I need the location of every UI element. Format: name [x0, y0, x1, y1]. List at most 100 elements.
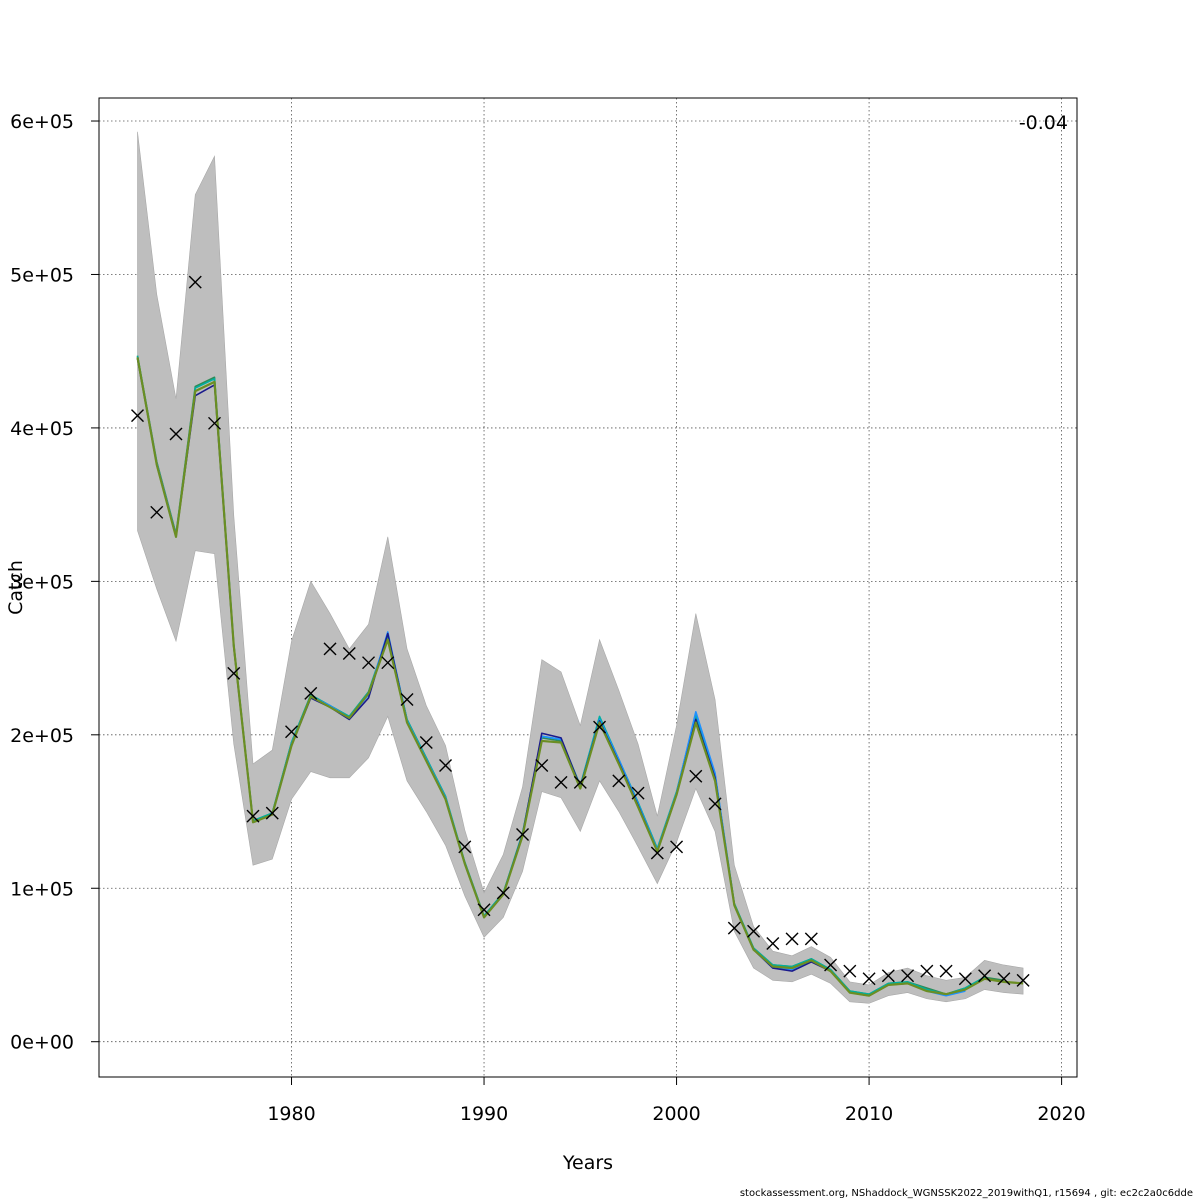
- observed-mark-stroke: [150, 505, 164, 519]
- observed-point: [304, 686, 318, 700]
- observed-point: [708, 797, 722, 811]
- y-axis-label: Catch: [5, 560, 27, 615]
- observed-point: [881, 969, 895, 983]
- observed-mark-stroke: [477, 903, 491, 917]
- confidence-band-area: [137, 131, 1024, 1004]
- observed-mark-stroke: [593, 720, 607, 734]
- observed-mark-stroke: [920, 964, 934, 978]
- observed-point: [804, 932, 818, 946]
- fit-line: [136, 357, 1024, 997]
- observed-point: [978, 969, 992, 983]
- observed-point: [362, 656, 376, 670]
- observed-point: [496, 886, 510, 900]
- observed-mark-stroke: [881, 969, 895, 983]
- observed-mark-stroke: [727, 921, 741, 935]
- observed-mark-stroke: [901, 969, 915, 983]
- x-tick-label: 1990: [460, 1103, 508, 1125]
- observed-point: [285, 725, 299, 739]
- observed-point: [439, 759, 453, 772]
- observed-mark-stroke: [747, 924, 761, 938]
- observed-point: [419, 735, 433, 749]
- observed-point: [342, 646, 356, 660]
- fit-series-line: [136, 357, 1024, 997]
- observed-point: [131, 409, 144, 423]
- observed-point: [516, 828, 530, 842]
- observed-mark-stroke: [804, 932, 818, 946]
- observed-mark-stroke: [188, 275, 202, 289]
- observed-points: [131, 275, 1030, 987]
- observed-point: [631, 786, 645, 800]
- x-axis: 1980 1990 2000 2010 2020: [267, 1076, 1086, 1125]
- observed-mark-stroke: [843, 964, 857, 978]
- observed-point: [920, 964, 934, 978]
- observed-point: [843, 964, 857, 978]
- x-tick-label: 2010: [845, 1103, 893, 1125]
- observed-mark-stroke: [670, 840, 684, 854]
- observed-mark-stroke: [362, 656, 376, 670]
- observed-mark-stroke: [650, 846, 664, 860]
- y-axis: 0e+00 1e+05 2e+05 3e+05 4e+05 5e+05 6e+05: [10, 111, 100, 1054]
- observed-point: [477, 903, 491, 917]
- observed-mark-stroke: [227, 666, 241, 680]
- retrospective-peels: [136, 355, 1004, 997]
- observed-mark-stroke: [265, 806, 279, 820]
- observed-point: [670, 840, 684, 854]
- observed-point: [323, 642, 337, 656]
- observed-mark-stroke: [689, 769, 703, 783]
- observed-point: [381, 656, 395, 670]
- observed-mark-stroke: [169, 427, 183, 441]
- confidence-band: [137, 131, 1024, 1004]
- observed-mark-stroke: [862, 972, 876, 986]
- observed-point: [265, 806, 279, 820]
- chart-annotation: -0.04: [1019, 112, 1068, 134]
- observed-mark-stroke: [400, 693, 414, 707]
- observed-point: [400, 693, 414, 707]
- observed-mark-stroke: [208, 416, 222, 430]
- observed-mark-stroke: [496, 886, 510, 900]
- observed-mark-stroke: [824, 958, 838, 972]
- observed-mark-stroke: [381, 656, 395, 670]
- observed-mark-stroke: [516, 828, 530, 842]
- x-axis-label: Years: [562, 1152, 613, 1174]
- y-tick-label: 4e+05: [10, 418, 74, 440]
- observed-point: [824, 958, 838, 972]
- observed-point: [650, 846, 664, 860]
- observed-mark-stroke: [304, 686, 318, 700]
- observed-point: [901, 969, 915, 983]
- y-tick-label: 3e+05: [10, 571, 74, 593]
- observed-mark-stroke: [631, 786, 645, 800]
- observed-point: [535, 759, 549, 772]
- plot-frame: [98, 97, 1078, 1078]
- observed-point: [246, 809, 260, 823]
- observed-mark-stroke: [766, 937, 780, 950]
- observed-mark-stroke: [246, 809, 260, 823]
- observed-mark-stroke: [285, 725, 299, 739]
- y-tick-label: 5e+05: [10, 264, 74, 286]
- x-tick-label: 2000: [652, 1103, 700, 1125]
- observed-mark-stroke: [708, 797, 722, 811]
- observed-mark-stroke: [419, 735, 433, 749]
- observed-point: [1016, 973, 1030, 987]
- observed-mark-stroke: [131, 409, 144, 423]
- observed-mark-stroke: [535, 759, 549, 772]
- observed-mark-stroke: [323, 642, 337, 656]
- footer-credit: stockassessment.org, NShaddock_WGNSSK202…: [740, 1188, 1193, 1199]
- observed-point: [689, 769, 703, 783]
- observed-point: [766, 937, 780, 950]
- observed-point: [747, 924, 761, 938]
- y-tick-label: 0e+00: [10, 1032, 74, 1054]
- observed-mark-stroke: [785, 932, 799, 946]
- observed-point: [958, 972, 972, 986]
- y-tick-label: 2e+05: [10, 725, 74, 747]
- observed-point: [862, 972, 876, 986]
- grid-lines: [99, 98, 1077, 1077]
- observed-mark-stroke: [997, 972, 1011, 986]
- observed-point: [554, 775, 568, 789]
- observed-mark-stroke: [554, 775, 568, 789]
- observed-point: [939, 964, 953, 978]
- observed-mark-stroke: [1016, 973, 1030, 987]
- observed-point: [458, 840, 472, 854]
- observed-mark-stroke: [958, 972, 972, 986]
- observed-point: [150, 505, 164, 519]
